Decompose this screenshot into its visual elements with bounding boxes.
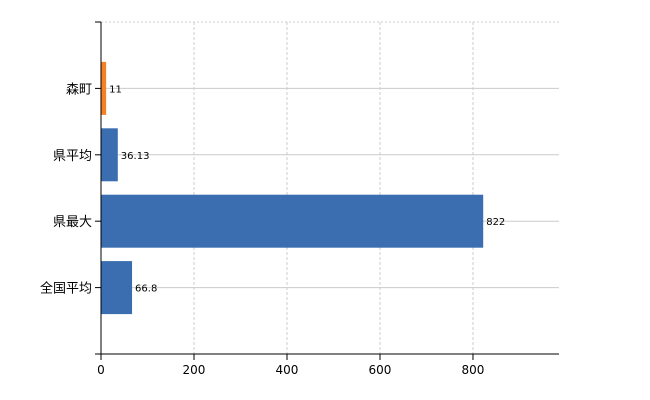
bars: 11 36.13 822 66.8 [101,61,505,315]
y-tick-label: 全国平均 [40,281,92,297]
grid [101,21,559,354]
y-tick-label: 森町 [66,82,92,97]
data-label: 36.13 [121,151,150,162]
x-tick-label: 800 [462,363,485,377]
x-tick-label: 400 [276,363,299,377]
x-tick-label: 0 [97,363,105,377]
bar [101,128,118,182]
y-tick-label: 県平均 [53,149,92,164]
y-tick-label: 県最大 [53,215,92,230]
data-label: 66.8 [135,284,157,295]
x-tick-label: 600 [369,363,392,377]
x-tick-label: 200 [183,363,206,377]
data-label: 822 [486,217,505,228]
bar [101,261,133,315]
bar [101,194,484,248]
bar [101,61,107,115]
data-label: 11 [109,84,122,95]
